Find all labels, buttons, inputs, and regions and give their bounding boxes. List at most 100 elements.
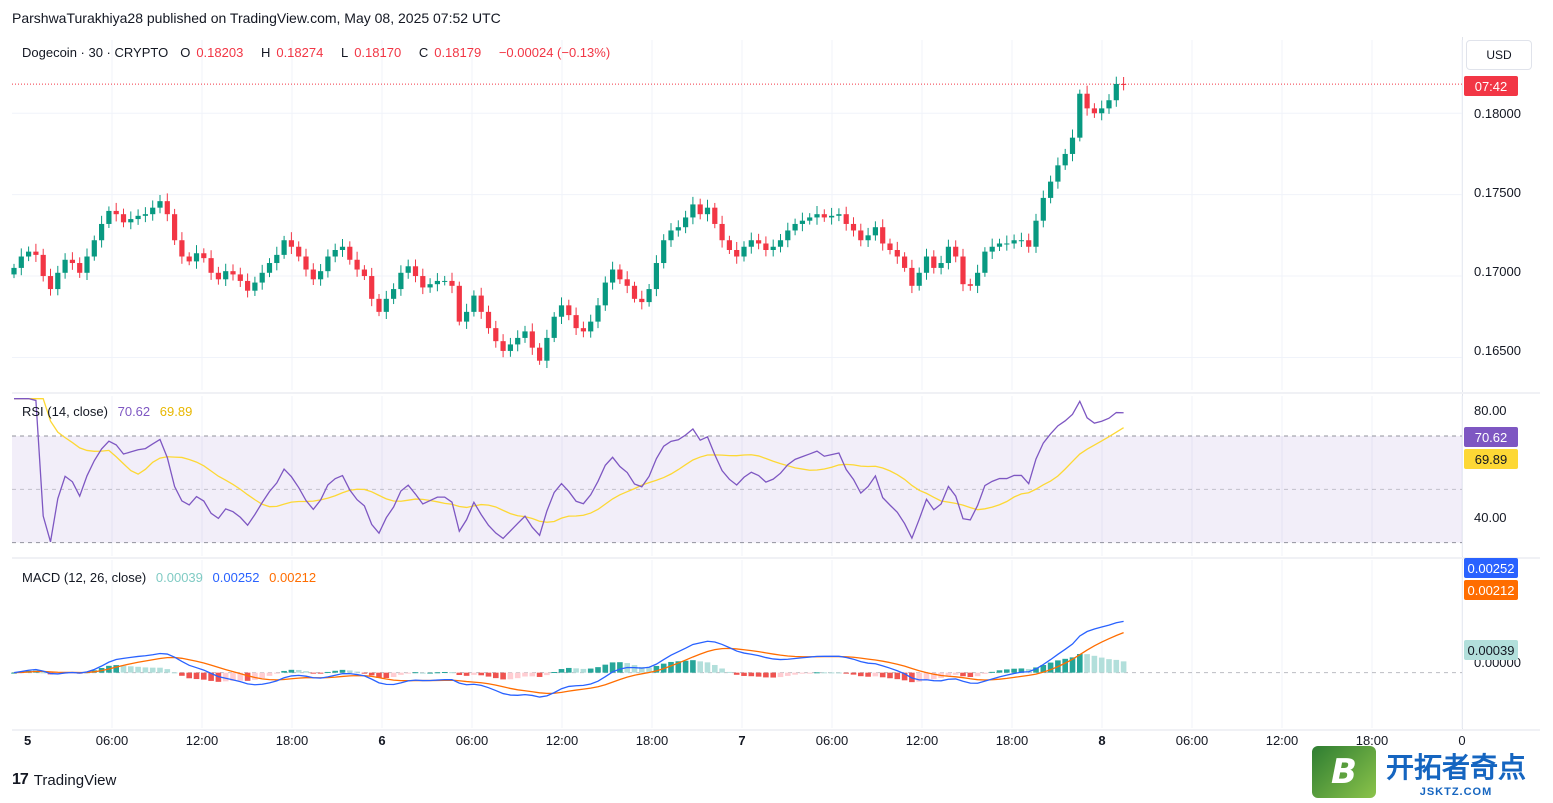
macd-histogram-bar <box>405 672 411 674</box>
macd-histogram-bar <box>828 672 835 674</box>
candle-body <box>318 271 324 280</box>
candle-body <box>989 246 995 252</box>
macd-histogram-bar <box>1047 662 1054 673</box>
candle-body <box>544 337 550 361</box>
macd-histogram-bar <box>149 667 156 673</box>
macd-histogram-bar <box>792 672 798 675</box>
candle-body <box>566 305 572 316</box>
candle-body <box>748 240 754 247</box>
candle-body <box>1026 240 1032 247</box>
currency-button[interactable]: USD <box>1466 40 1532 70</box>
candle-body <box>646 289 652 303</box>
macd-histogram-bar <box>449 672 455 674</box>
time-axis-label: 18:00 <box>275 733 309 748</box>
macd-histogram-bar <box>69 672 76 674</box>
macd-histogram-bar <box>609 662 616 673</box>
symbol-label[interactable]: Dogecoin · 30 · CRYPTO <box>22 45 169 60</box>
rsi-axis-label: 40.00 <box>1474 510 1507 525</box>
macd-histogram-bar <box>376 672 382 678</box>
macd-histogram-bar <box>901 672 908 681</box>
candle-body <box>982 251 988 273</box>
candle-body <box>909 267 915 286</box>
candle-body <box>201 253 207 259</box>
tradingview-brand: TradingView <box>33 771 117 789</box>
macd-histogram-bar <box>726 671 733 673</box>
tradingview-logo[interactable]: 17 TradingView <box>12 771 116 789</box>
candle-body <box>1099 108 1105 114</box>
macd-histogram-bar <box>653 665 660 673</box>
candle-body <box>179 240 185 257</box>
macd-histogram-bar <box>325 671 331 673</box>
macd-histogram-bar <box>11 672 17 674</box>
candle-body <box>792 223 798 231</box>
candle-body <box>515 337 521 345</box>
macd-histogram-bar <box>748 672 755 677</box>
macd-histogram-bar <box>777 672 784 678</box>
macd-histogram-bar <box>566 667 572 673</box>
macd-histogram-bar <box>785 672 791 676</box>
macd-histogram-bar <box>427 672 433 674</box>
macd-histogram-bar <box>420 672 426 674</box>
rsi-ma-value: 69.89 <box>159 404 193 419</box>
candle-body <box>507 344 513 351</box>
candle-body <box>595 305 601 322</box>
macd-histogram-bar <box>1077 653 1083 673</box>
time-axis-label: 0 <box>1458 733 1466 748</box>
macd-histogram-bar <box>514 672 521 679</box>
rsi-value-tag: 70.62 <box>1464 427 1518 447</box>
candle-body <box>894 250 900 257</box>
macd-histogram-bar <box>368 672 375 676</box>
time-axis-label: 7 <box>738 733 746 748</box>
macd-histogram-bar <box>945 672 952 676</box>
macd-histogram-bar <box>113 665 119 673</box>
macd-histogram-bar <box>770 672 776 678</box>
price-axis-label: 0.17500 <box>1474 185 1521 200</box>
candle-body <box>449 280 455 286</box>
candle-body <box>704 207 711 215</box>
macd-histogram-bar <box>974 672 981 677</box>
time-axis-label: 06:00 <box>95 733 129 748</box>
candle-body <box>1062 153 1068 166</box>
macd-histogram-bar <box>244 672 251 681</box>
candle-body <box>252 282 258 291</box>
candle-body <box>230 271 236 275</box>
time-axis-label: 12:00 <box>545 733 579 748</box>
tradingview-logo-icon: 17 <box>12 771 29 788</box>
candle-body <box>464 311 470 322</box>
candle-body <box>77 263 83 273</box>
candle-body <box>296 246 302 257</box>
candle-body <box>245 280 251 291</box>
open-label: O <box>180 45 191 60</box>
candle-body <box>880 227 886 244</box>
candle-body <box>339 246 346 250</box>
macd-signal-tag: 0.00212 <box>1464 580 1518 600</box>
macd-histogram-bar <box>259 672 265 679</box>
candle-body <box>288 240 294 247</box>
candle-body <box>902 256 908 268</box>
candle-body <box>938 263 944 268</box>
candle-body <box>142 214 148 216</box>
macd-histogram-bar <box>412 672 419 674</box>
macd-histogram-bar <box>493 672 499 679</box>
candle-body <box>785 230 791 241</box>
close-value: 0.18179 <box>434 45 482 60</box>
macd-histogram-bar <box>631 665 638 673</box>
macd-histogram-bar <box>288 669 295 673</box>
macd-histogram-bar <box>960 672 966 677</box>
macd-histogram-bar <box>1040 664 1047 673</box>
candle-body <box>128 219 134 223</box>
macd-histogram-bar <box>434 672 441 674</box>
rsi-title[interactable]: RSI (14, close) <box>22 404 108 419</box>
rsi-ma-tag: 69.89 <box>1464 449 1518 469</box>
candle-body <box>639 298 645 303</box>
macd-histogram-bar <box>763 672 769 678</box>
candle-body <box>1004 243 1010 245</box>
macd-histogram-bar <box>704 662 711 673</box>
macd-histogram-bar <box>339 669 346 673</box>
macd-histogram-bar <box>478 672 484 676</box>
macd-histogram-bar <box>201 672 207 680</box>
time-axis-label: 12:00 <box>1265 733 1299 748</box>
candle-body <box>405 266 411 273</box>
macd-title[interactable]: MACD (12, 26, close) <box>22 570 147 585</box>
